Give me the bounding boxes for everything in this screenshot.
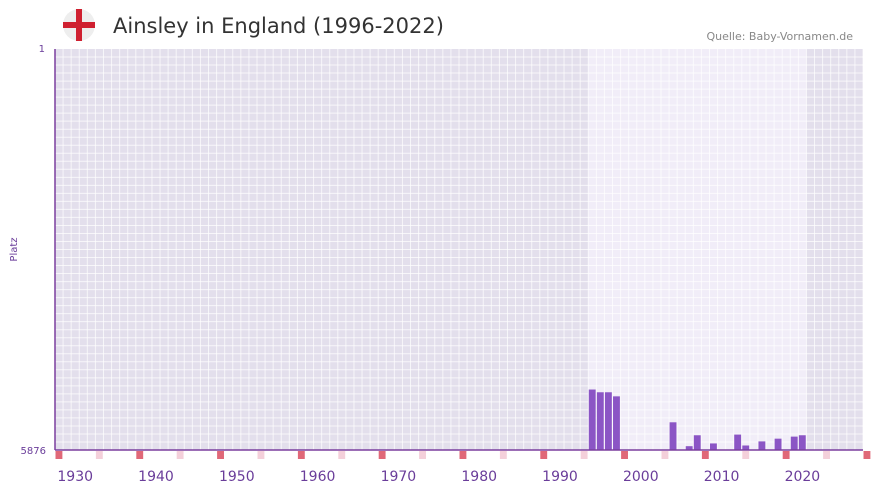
x-tick-label-1980: 1980: [461, 469, 497, 485]
decade-marker-2028: [863, 451, 871, 459]
half-decade-marker-2023: [823, 451, 830, 459]
half-decade-marker-2003: [661, 451, 669, 459]
source-label: Quelle: Baby-Vornamen.de: [706, 30, 853, 43]
bar-2015: [758, 441, 766, 450]
bar-2004: [669, 422, 677, 450]
half-decade-marker-2013: [742, 451, 750, 459]
bar-2013: [742, 445, 750, 450]
x-tick-labels: 1930 1940 1950 1960 1970 1980 1990 2000 2010 2020: [57, 469, 820, 485]
y-axis-label: Platz: [9, 237, 20, 261]
bar-2007: [693, 435, 701, 450]
x-tick-label-1940: 1940: [138, 469, 174, 485]
decade-marker-1938: [136, 451, 144, 459]
half-decade-marker-1933: [95, 451, 103, 459]
x-tick-label-1930: 1930: [57, 469, 93, 485]
chart-title: Ainsley in England (1996-2022): [113, 14, 444, 38]
decade-marker-2008: [701, 451, 709, 459]
half-decade-marker-1963: [338, 451, 346, 459]
half-decade-marker-1973: [419, 451, 426, 459]
bar-2020: [798, 435, 806, 450]
bar-1994: [588, 389, 596, 450]
x-tick-label-2000: 2000: [623, 469, 659, 485]
decade-marker-2018: [782, 451, 790, 459]
y-tick-label-top: 1: [39, 44, 45, 55]
bar-series: [588, 389, 806, 450]
x-tick-label-2010: 2010: [704, 469, 740, 485]
grid-lines: [54, 49, 864, 450]
half-decade-marker-1943: [176, 451, 184, 459]
bar-2017: [774, 438, 782, 450]
x-tick-label-1970: 1970: [381, 469, 417, 485]
decade-markers: [55, 451, 871, 459]
bar-2006: [685, 446, 693, 450]
decade-marker-1958: [297, 451, 305, 459]
decade-marker-1988: [540, 451, 548, 459]
decade-marker-1928: [55, 451, 63, 459]
decade-marker-1978: [459, 451, 467, 459]
x-tick-label-1960: 1960: [300, 469, 336, 485]
x-tick-label-1950: 1950: [219, 469, 255, 485]
half-decade-marker-1983: [499, 451, 507, 459]
england-flag-icon: [63, 9, 95, 41]
bar-1995: [596, 392, 604, 450]
y-tick-label-bottom: 5876: [21, 446, 46, 457]
bar-1997: [613, 396, 620, 450]
half-decade-marker-1993: [580, 451, 588, 459]
bar-1996: [604, 392, 612, 450]
bar-2009: [709, 443, 717, 450]
decade-marker-1998: [621, 451, 628, 459]
decade-marker-1948: [217, 451, 224, 459]
bar-2012: [734, 434, 742, 450]
bar-2019: [790, 436, 798, 450]
x-tick-label-2020: 2020: [785, 469, 821, 485]
flag-cross-horizontal: [63, 22, 95, 28]
half-decade-marker-1953: [257, 451, 265, 459]
decade-marker-1968: [378, 451, 386, 459]
x-tick-label-1990: 1990: [542, 469, 578, 485]
